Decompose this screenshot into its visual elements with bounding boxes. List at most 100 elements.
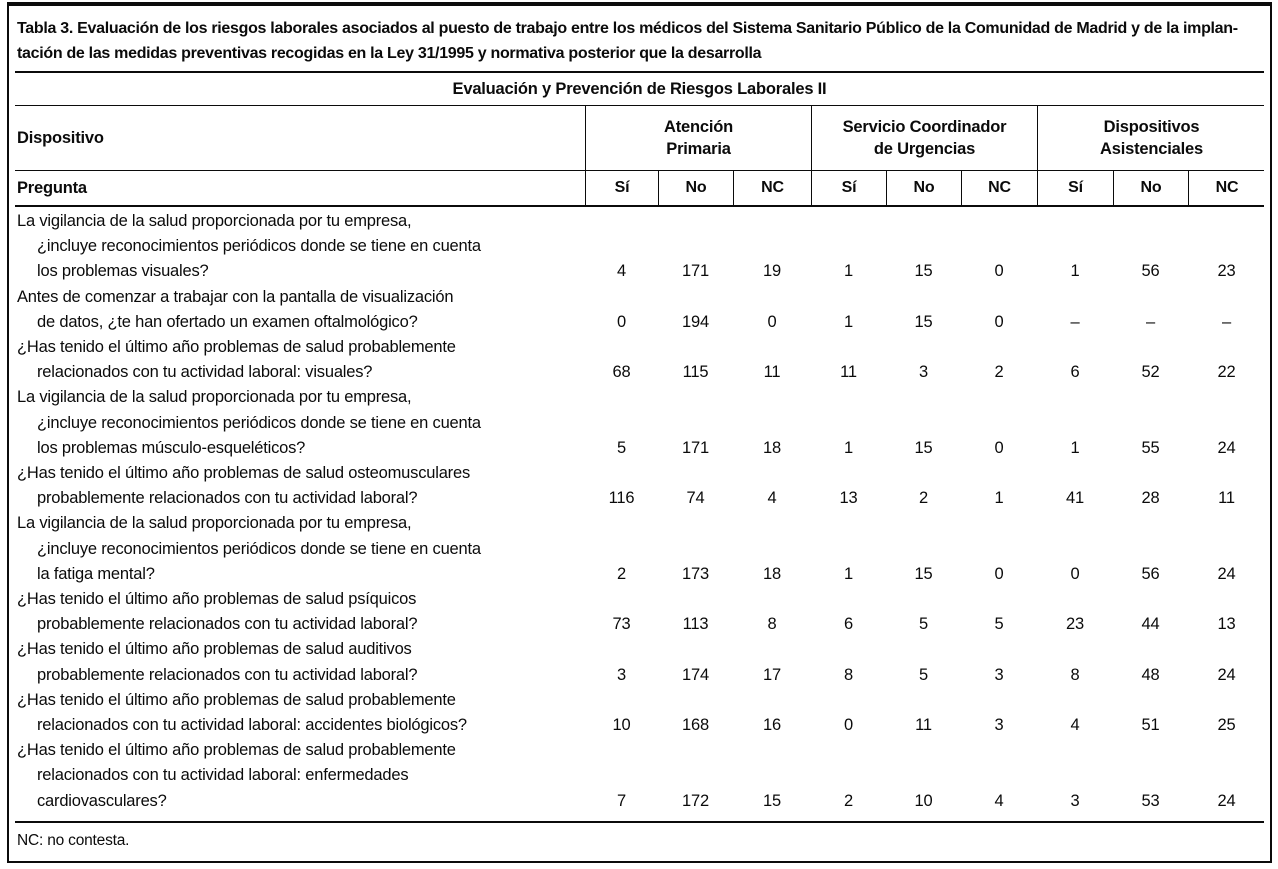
value-cell: 25 xyxy=(1217,716,1236,735)
rule-between-header-rows xyxy=(15,170,1264,171)
question-line: relacionados con tu actividad laboral: a… xyxy=(37,716,467,735)
value-cell: 115 xyxy=(682,363,709,382)
value-cell: 13 xyxy=(1217,615,1236,634)
value-cell: 1 xyxy=(844,262,853,281)
value-cell: 0 xyxy=(994,262,1004,281)
value-cell: 41 xyxy=(1066,489,1084,508)
value-cell: 3 xyxy=(994,716,1004,735)
value-cell: 48 xyxy=(1141,665,1160,684)
question-cell: ¿Has tenido el último año problemas de s… xyxy=(15,461,585,511)
value-cell: 22 xyxy=(1217,363,1236,382)
column-subheader-si: Sí xyxy=(1037,171,1113,205)
value-cell: 113 xyxy=(682,615,709,634)
value-cell: 3 xyxy=(994,665,1004,684)
value-cell: 17 xyxy=(763,665,781,684)
column-subheader-nc: NC xyxy=(733,171,811,205)
question-line: los problemas músculo-esqueléticos? xyxy=(37,438,306,457)
table-title: Tabla 3. Evaluación de los riesgos labor… xyxy=(15,6,1264,71)
value-cell: 0 xyxy=(844,716,853,735)
question-cell: ¿Has tenido el último año problemas de s… xyxy=(15,738,585,814)
table-subtitle: Evaluación y Prevención de Riesgos Labor… xyxy=(452,79,827,98)
rule-above-footnote xyxy=(15,820,1264,823)
table-subheader-row: Pregunta Sí No NC Sí No NC Sí No NC xyxy=(15,171,1264,205)
value-cell: 10 xyxy=(612,716,631,735)
value-cell: 24 xyxy=(1217,564,1236,583)
value-cell: 55 xyxy=(1141,438,1160,457)
question-line: ¿incluye reconocimientos periódicos dond… xyxy=(37,237,481,256)
value-cell: 8 xyxy=(844,665,853,684)
question-cell: ¿Has tenido el último año problemas de s… xyxy=(15,637,585,687)
column-group-atencion-primaria: Atención Primaria xyxy=(585,106,811,170)
group-label-line: Servicio Coordinador xyxy=(842,118,1007,136)
question-line: relacionados con tu actividad laboral: v… xyxy=(37,363,373,382)
value-cell: 15 xyxy=(914,262,933,281)
value-cell: – xyxy=(1222,312,1231,331)
table-body: La vigilancia de la salud proporcionada … xyxy=(15,207,1264,814)
value-cell: 172 xyxy=(682,791,709,810)
value-cell: 194 xyxy=(682,312,709,331)
question-cell: ¿Has tenido el último año problemas de s… xyxy=(15,688,585,738)
value-cell: 68 xyxy=(612,363,631,382)
table-row: La vigilancia de la salud proporcionada … xyxy=(15,511,1264,587)
value-cell: 11 xyxy=(915,716,932,735)
column-subheader-no: No xyxy=(658,171,733,205)
value-cell: 0 xyxy=(767,312,777,331)
value-cell: 53 xyxy=(1141,791,1160,810)
value-cell: 8 xyxy=(1070,665,1080,684)
value-cell: 174 xyxy=(682,665,709,684)
value-cell: 15 xyxy=(914,438,933,457)
value-cell: 171 xyxy=(682,438,709,457)
value-cell: 18 xyxy=(763,564,781,583)
value-cell: 1 xyxy=(844,312,853,331)
column-subheader-nc: NC xyxy=(1188,171,1265,205)
value-cell: – xyxy=(1146,312,1155,331)
value-cell: 16 xyxy=(763,716,781,735)
value-cell: 15 xyxy=(914,312,933,331)
value-cell: 7 xyxy=(617,791,626,810)
value-cell: 4 xyxy=(1070,716,1080,735)
question-line: cardiovasculares? xyxy=(37,791,167,810)
value-cell: 5 xyxy=(994,615,1004,634)
value-cell: 2 xyxy=(919,489,928,508)
question-line: ¿Has tenido el último año problemas de s… xyxy=(17,464,470,483)
question-line: ¿incluye reconocimientos periódicos dond… xyxy=(37,539,481,558)
table-title-line1: Tabla 3. Evaluación de los riesgos labor… xyxy=(17,20,1238,37)
table-row: ¿Has tenido el último año problemas de s… xyxy=(15,461,1264,511)
question-cell: La vigilancia de la salud proporcionada … xyxy=(15,385,585,461)
question-line: de datos, ¿te han ofertado un examen oft… xyxy=(37,312,418,331)
table-header-groups-row: Dispositivo Atención Primaria Servicio C… xyxy=(15,106,1264,170)
question-line: La vigilancia de la salud proporcionada … xyxy=(17,514,412,533)
table-row: ¿Has tenido el último año problemas de s… xyxy=(15,587,1264,637)
value-cell: 173 xyxy=(682,564,709,583)
value-cell: 1 xyxy=(844,564,853,583)
value-cell: 2 xyxy=(994,363,1004,382)
column-group-dispositivos-asistenciales: Dispositivos Asistenciales xyxy=(1037,106,1265,170)
table-row: ¿Has tenido el último año problemas de s… xyxy=(15,637,1264,687)
value-cell: 56 xyxy=(1141,564,1160,583)
rule-below-headers xyxy=(15,205,1264,207)
value-cell: 1 xyxy=(1070,262,1080,281)
value-cell: 0 xyxy=(994,312,1004,331)
question-line: probablemente relacionados con tu activi… xyxy=(37,489,418,508)
value-cell: 2 xyxy=(844,791,853,810)
group-label-line: de Urgencias xyxy=(873,140,976,158)
value-cell: 0 xyxy=(994,438,1004,457)
value-cell: 3 xyxy=(1070,791,1080,810)
value-cell: 24 xyxy=(1217,791,1236,810)
group-label-line: Asistenciales xyxy=(1100,140,1203,158)
value-cell: 168 xyxy=(682,716,709,735)
question-cell: Antes de comenzar a trabajar con la pant… xyxy=(15,285,585,335)
value-cell: 116 xyxy=(608,489,635,508)
value-cell: 3 xyxy=(919,363,928,382)
value-cell: 10 xyxy=(914,791,933,810)
value-cell: 52 xyxy=(1141,363,1160,382)
value-cell: 15 xyxy=(763,791,781,810)
column-subheader-nc: NC xyxy=(961,171,1037,205)
value-cell: 1 xyxy=(844,438,853,457)
value-cell: 19 xyxy=(763,262,781,281)
table-footnote: NC: no contesta. xyxy=(17,831,130,849)
table-row: La vigilancia de la salud proporcionada … xyxy=(15,209,1264,285)
table-row: ¿Has tenido el último año problemas de s… xyxy=(15,335,1264,385)
column-group-servicio-coordinador: Servicio Coordinador de Urgencias xyxy=(811,106,1037,170)
